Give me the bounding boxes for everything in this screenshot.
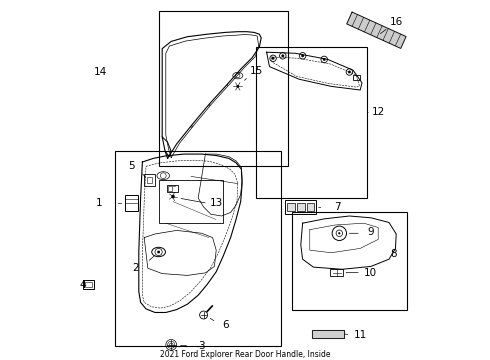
Circle shape bbox=[171, 195, 175, 198]
Text: 5: 5 bbox=[128, 161, 135, 171]
Text: 4: 4 bbox=[80, 280, 86, 291]
Circle shape bbox=[281, 54, 284, 57]
Bar bbox=[167, 185, 178, 192]
Text: 2: 2 bbox=[132, 263, 139, 273]
Bar bbox=[287, 203, 295, 211]
Text: 15: 15 bbox=[250, 66, 263, 76]
Text: 14: 14 bbox=[94, 67, 107, 77]
Bar bbox=[85, 282, 92, 287]
Text: 2021 Ford Explorer Rear Door Handle, Inside: 2021 Ford Explorer Rear Door Handle, Ins… bbox=[160, 350, 330, 359]
Circle shape bbox=[157, 251, 160, 253]
Bar bbox=[307, 203, 315, 211]
Bar bbox=[312, 330, 344, 338]
Circle shape bbox=[348, 71, 351, 73]
Circle shape bbox=[271, 57, 274, 60]
Text: 9: 9 bbox=[367, 227, 373, 237]
Text: 13: 13 bbox=[210, 198, 223, 208]
Bar bbox=[144, 174, 155, 186]
Bar bbox=[330, 269, 343, 276]
Polygon shape bbox=[347, 12, 406, 48]
Circle shape bbox=[236, 85, 239, 88]
Bar bbox=[353, 75, 360, 80]
Text: 11: 11 bbox=[354, 330, 368, 340]
Text: 3: 3 bbox=[198, 341, 205, 351]
Bar bbox=[116, 151, 281, 346]
Bar bbox=[256, 47, 368, 198]
Bar bbox=[159, 180, 223, 223]
Bar bbox=[292, 212, 407, 310]
Bar bbox=[125, 195, 138, 211]
Text: 10: 10 bbox=[364, 268, 377, 278]
Text: 1: 1 bbox=[96, 198, 102, 208]
Text: 16: 16 bbox=[391, 17, 404, 27]
Bar bbox=[147, 177, 152, 183]
Bar bbox=[285, 200, 316, 214]
Bar bbox=[83, 280, 94, 289]
Text: 12: 12 bbox=[372, 107, 386, 117]
Circle shape bbox=[338, 232, 341, 234]
Text: 6: 6 bbox=[222, 320, 228, 330]
Circle shape bbox=[323, 58, 326, 61]
Text: 8: 8 bbox=[390, 249, 396, 259]
Text: 7: 7 bbox=[335, 202, 341, 212]
Bar bbox=[159, 11, 288, 166]
Bar bbox=[168, 186, 172, 191]
Bar bbox=[297, 203, 305, 211]
Circle shape bbox=[301, 54, 304, 57]
